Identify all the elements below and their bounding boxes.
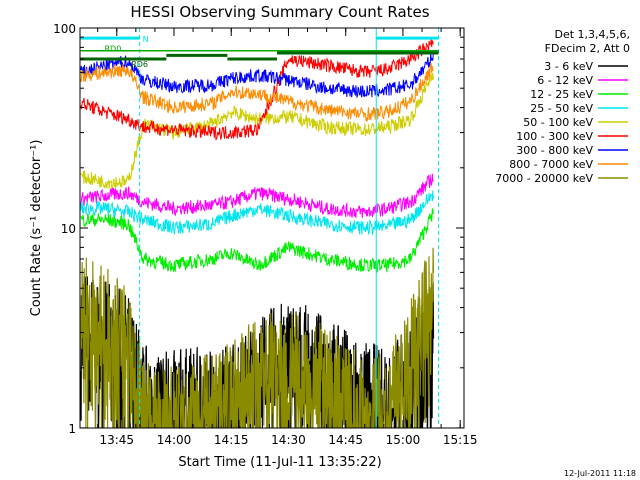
chart-title: HESSI Observing Summary Count Rates xyxy=(130,3,429,21)
x-tick-label-1: 13:45 xyxy=(99,433,134,447)
tick-layer: 13:45 14:00 14:15 14:30 14:45 15:00 15:15 1 10 10… xyxy=(53,22,477,447)
legend-header-1: Det 1,3,4,5,6, xyxy=(554,28,630,41)
legend-label-9: 7000 - 20000 keV xyxy=(495,172,593,185)
y-axis-label: Count Rate (s⁻¹ detector⁻¹) xyxy=(29,140,44,317)
y-tick-label-3: 100 xyxy=(53,22,76,36)
legend-label-8: 800 - 7000 keV xyxy=(509,158,593,171)
flag-label-rd6: RD6 xyxy=(131,60,148,69)
x-tick-label-3: 14:15 xyxy=(214,433,249,447)
legend-label-3: 12 - 25 keV xyxy=(530,88,593,101)
y-tick-label-2: 10 xyxy=(61,222,76,236)
legend-label-4: 25 - 50 keV xyxy=(530,102,593,115)
series-line-9 xyxy=(80,247,435,429)
legend-label-7: 300 - 800 keV xyxy=(516,144,593,157)
series-line-2 xyxy=(80,173,434,219)
series-line-6 xyxy=(80,39,434,141)
legend-label-6: 100 - 300 keV xyxy=(516,130,593,143)
x-tick-label-7: 15:15 xyxy=(443,433,478,447)
y-tick-label-1: 1 xyxy=(68,422,76,436)
x-tick-label-2: 14:00 xyxy=(157,433,192,447)
x-tick-label-4: 14:30 xyxy=(271,433,306,447)
flag-label-n: N xyxy=(143,35,149,44)
x-axis-label: Start Time (11-Jul-11 13:35:22) xyxy=(178,455,381,470)
x-tick-label-5: 14:45 xyxy=(328,433,363,447)
legend-label-5: 50 - 100 keV xyxy=(523,116,593,129)
x-tick-label-6: 15:00 xyxy=(386,433,421,447)
legend-label-1: 3 - 6 keV xyxy=(544,60,593,73)
legend-label-2: 6 - 12 keV xyxy=(537,74,593,87)
legend-header-2: FDecim 2, Att 0 xyxy=(545,42,630,55)
legend: Det 1,3,4,5,6,FDecim 2, Att 0 3 - 6 keV6 … xyxy=(495,28,630,185)
flag-label-rd0: RD0 xyxy=(104,44,121,53)
timestamp: 12-Jul-2011 11:18 xyxy=(564,469,636,478)
